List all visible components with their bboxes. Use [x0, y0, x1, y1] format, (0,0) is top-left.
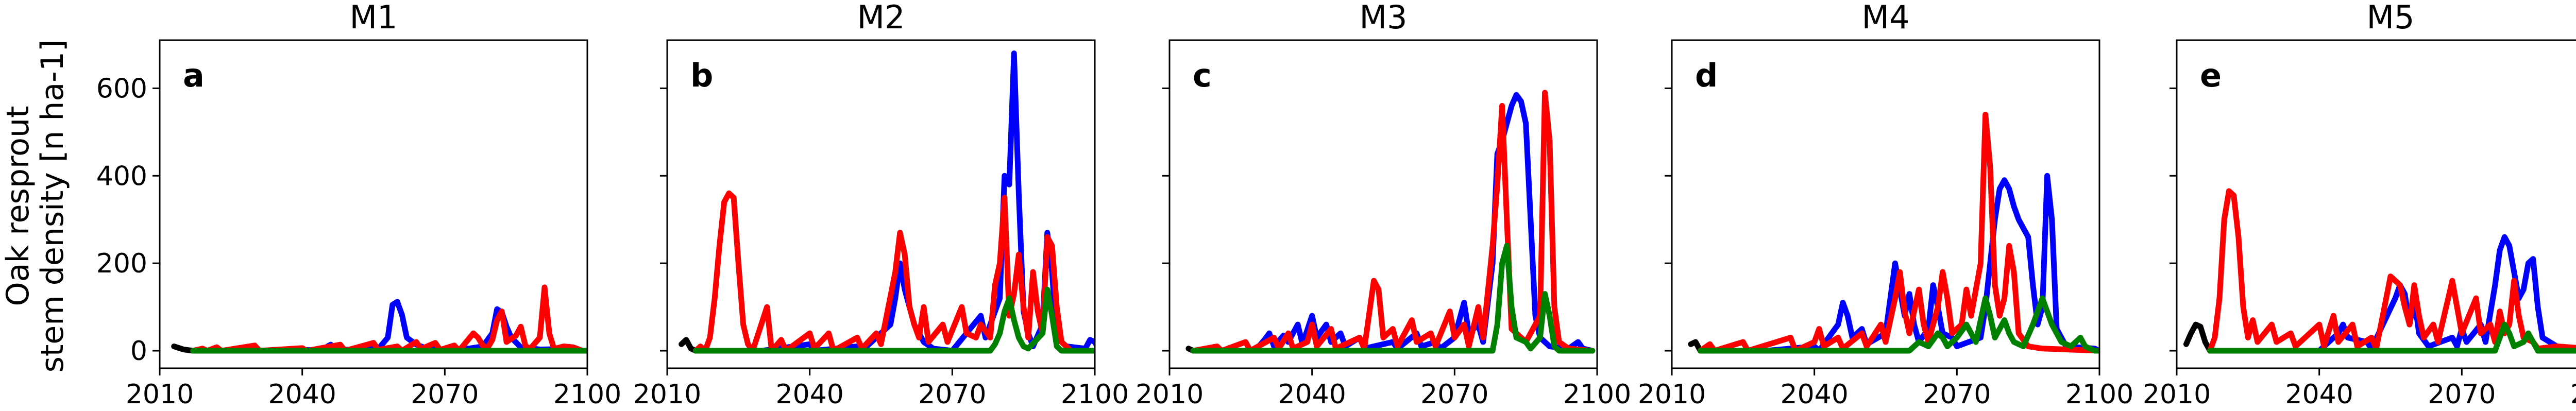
panel-label: a [183, 57, 205, 94]
panel-title: M2 [857, 0, 905, 36]
series-group [2183, 188, 2576, 354]
panel-c: M3 c 2010 2040 2070 2100 [1136, 0, 1631, 410]
plot-frame [666, 39, 1096, 369]
x-tick-label: 2070 [1420, 379, 1488, 410]
series-line [190, 284, 587, 354]
panel-title: M5 [2367, 0, 2415, 36]
series-line [2207, 234, 2576, 354]
y-tick-label: 0 [130, 336, 147, 367]
x-tick-label: 2010 [2143, 379, 2211, 410]
series-line [1697, 111, 2099, 354]
y-axis-title-line1: Oak resprout [0, 106, 36, 306]
panel-e: M5 e 2010 2040 2070 2100 [2143, 0, 2576, 410]
x-tick-label: 2040 [268, 379, 336, 410]
series-line [1697, 295, 2099, 354]
x-tick-label: 2010 [126, 379, 194, 410]
series-group [679, 50, 1095, 354]
x-tick-label: 2070 [1923, 379, 1991, 410]
series-group [171, 284, 587, 354]
x-tick-label: 2070 [2428, 379, 2496, 410]
series-line [2207, 188, 2576, 354]
x-tick-label: 2070 [918, 379, 986, 410]
panels: M1 a 2010 2040 2070 2100 0 200 400 600 M2 b 2010 2040… [96, 0, 2576, 410]
series-line [1190, 92, 1596, 354]
plot-frame [1168, 39, 1598, 369]
x-tick-label: 2040 [2285, 379, 2353, 410]
y-tick-label: 200 [96, 248, 147, 279]
panel-title: M1 [350, 0, 398, 36]
series-line [692, 286, 1095, 354]
series-line [692, 190, 1095, 354]
series-line [1697, 173, 2099, 354]
panel-b: M2 b 2010 2040 2070 2100 [633, 0, 1129, 410]
x-tick-label: 2010 [1638, 379, 1706, 410]
x-tick-label: 2010 [1136, 379, 1204, 410]
panel-label: e [2200, 57, 2222, 94]
panel-a: M1 a 2010 2040 2070 2100 0 200 400 600 [96, 0, 621, 410]
panel-label: b [690, 57, 713, 94]
series-line [2207, 321, 2576, 354]
x-tick-label: 2100 [1061, 379, 1129, 410]
panel-d: M4 d 2010 2040 2070 2100 [1638, 0, 2133, 410]
series-line [1688, 339, 1703, 354]
y-tick-label: 400 [96, 161, 147, 192]
plot-frame [2176, 39, 2576, 369]
x-tick-label: 2040 [1278, 379, 1346, 410]
panel-title: M4 [1862, 0, 1910, 36]
x-tick-label: 2100 [1563, 379, 1631, 410]
series-group [1185, 90, 1596, 354]
plot-frame [159, 39, 588, 369]
series-group [1688, 111, 2099, 354]
panel-label: d [1695, 57, 1718, 94]
plot-frame [1671, 39, 2100, 369]
x-tick-label: 2100 [2570, 379, 2576, 410]
y-axis-title: Oak resprout stem density [n ha-1] [0, 40, 71, 373]
x-tick-label: 2040 [1780, 379, 1848, 410]
series-line [171, 344, 196, 354]
series-line [1190, 243, 1596, 354]
x-tick-label: 2010 [633, 379, 701, 410]
x-tick-label: 2100 [2065, 379, 2133, 410]
x-tick-label: 2070 [411, 379, 479, 410]
x-tick-label: 2100 [553, 379, 621, 410]
panel-label: c [1193, 57, 1212, 94]
series-line [2183, 321, 2213, 354]
x-tick-label: 2040 [775, 379, 843, 410]
panel-title: M3 [1360, 0, 1408, 36]
y-tick-label: 600 [96, 73, 147, 104]
y-axis-title-line2: stem density [n ha-1] [35, 40, 71, 373]
